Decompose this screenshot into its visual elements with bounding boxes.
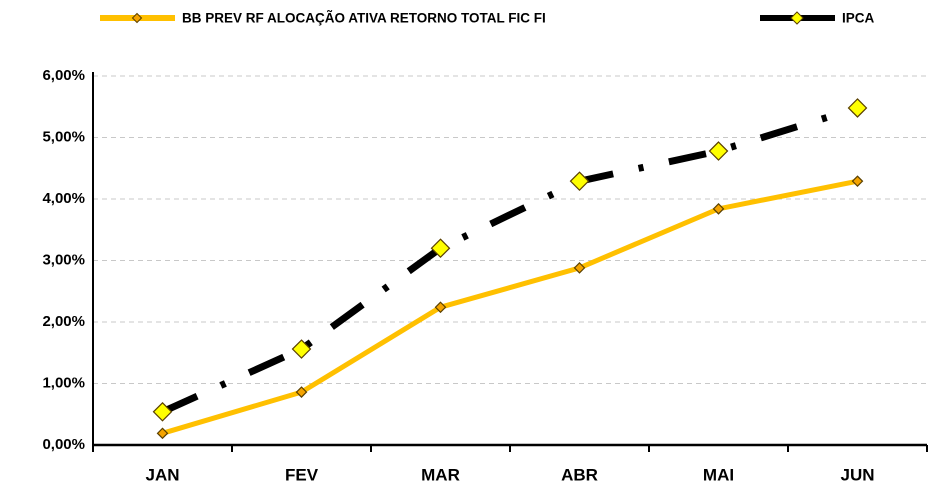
y-tick-label: 4,00% <box>42 190 85 207</box>
series-marker <box>851 175 864 188</box>
x-tick-label: FEV <box>285 465 319 484</box>
series-marker <box>295 386 308 398</box>
legend-label: IPCA <box>842 11 875 26</box>
x-tick-label: MAR <box>421 465 460 484</box>
series-marker <box>847 98 868 118</box>
series-marker <box>156 427 169 440</box>
series-marker <box>291 339 312 359</box>
series-marker <box>152 401 173 422</box>
series-marker <box>573 262 586 274</box>
x-tick-label: JAN <box>145 465 179 484</box>
legend-label: BB PREV RF ALOCAÇÃO ATIVA RETORNO TOTAL … <box>182 11 546 26</box>
y-tick-label: 6,00% <box>42 67 85 84</box>
legend-marker <box>790 11 804 25</box>
series-marker <box>569 171 590 192</box>
x-tick-label: ABR <box>561 465 598 484</box>
series-marker <box>434 301 447 314</box>
y-tick-label: 5,00% <box>42 128 85 145</box>
series-line <box>161 104 859 415</box>
series-marker <box>708 141 729 161</box>
y-tick-label: 0,00% <box>42 436 85 453</box>
x-tick-label: JUN <box>840 465 874 484</box>
y-tick-label: 3,00% <box>42 251 85 268</box>
legend-marker <box>131 12 143 24</box>
series-line <box>161 178 858 436</box>
series-marker <box>712 202 725 215</box>
y-tick-label: 1,00% <box>42 374 85 391</box>
x-tick-label: MAI <box>703 465 734 484</box>
y-tick-label: 2,00% <box>42 313 85 330</box>
series-marker <box>430 238 451 259</box>
